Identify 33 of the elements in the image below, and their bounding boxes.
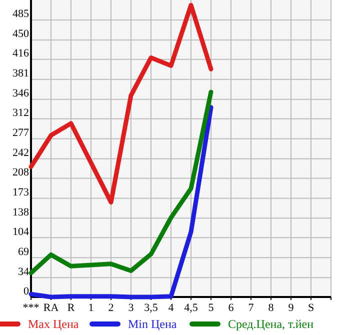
x-tick-label: R — [67, 302, 76, 314]
y-tick-label: 138 — [12, 206, 30, 218]
x-tick-label: 6 — [228, 302, 234, 314]
y-tick-label: 312 — [12, 107, 29, 120]
y-tick-label: 173 — [12, 186, 30, 198]
legend-label: Min Цена — [128, 317, 178, 331]
y-tick-label: 346 — [12, 88, 30, 100]
y-tick-label: 69 — [18, 246, 30, 258]
y-tick-label: 242 — [12, 147, 29, 160]
x-tick-label: 9 — [288, 302, 294, 314]
x-tick-label: RA — [43, 302, 59, 314]
x-tick-label: 4,5 — [184, 302, 198, 314]
x-tick-label: 4 — [168, 302, 174, 314]
legend-label: Сред.Цена, т.йен — [228, 317, 314, 331]
x-tick-label: 7 — [248, 302, 254, 314]
x-tick-label: 3,5 — [144, 302, 158, 314]
legend-label: Max Цена — [28, 317, 80, 331]
x-tick-label: 3 — [128, 302, 134, 314]
y-tick-label: 416 — [12, 48, 30, 60]
x-tick-label: 1 — [88, 302, 94, 314]
y-tick-label: 34 — [18, 266, 30, 278]
y-tick-label: 0 — [24, 285, 30, 298]
y-tick-label: 450 — [12, 28, 30, 40]
y-tick-label: 381 — [12, 68, 29, 80]
y-tick-label: 485 — [12, 8, 30, 20]
x-tick-label: S — [308, 302, 314, 314]
y-tick-label: 277 — [12, 127, 30, 140]
y-tick-label: 104 — [12, 226, 30, 238]
x-tick-label: 8 — [268, 302, 274, 314]
x-tick-label: 2 — [108, 302, 114, 314]
y-tick-label: 208 — [12, 166, 30, 178]
x-tick-label: 5 — [208, 302, 214, 314]
x-tick-label: *** — [22, 302, 40, 314]
